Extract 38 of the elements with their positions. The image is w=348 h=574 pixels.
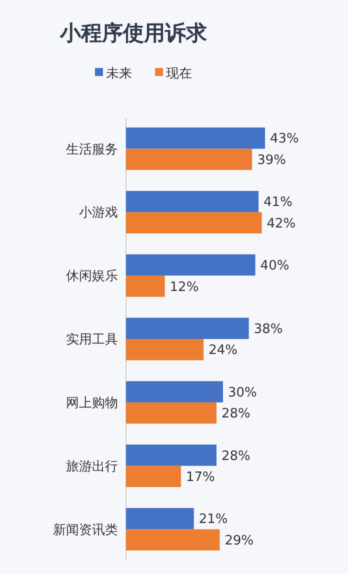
bar xyxy=(126,318,249,339)
data-label: 12% xyxy=(170,280,199,295)
bar xyxy=(126,529,220,550)
data-label: 38% xyxy=(254,322,283,337)
y-tick-label: 实用工具 xyxy=(66,332,118,348)
bar xyxy=(126,212,262,234)
data-label: 39% xyxy=(257,152,286,168)
bar xyxy=(126,148,252,170)
data-label: 30% xyxy=(228,385,257,400)
y-tick-label: 小游戏 xyxy=(79,206,118,221)
bar xyxy=(126,128,265,149)
bar xyxy=(126,190,259,212)
bar xyxy=(126,508,194,530)
bar xyxy=(126,254,256,276)
y-tick-label: 休闲娱乐 xyxy=(66,269,118,284)
legend-label: 未来 xyxy=(106,66,132,82)
data-label: 40% xyxy=(260,258,290,274)
data-label: 41% xyxy=(264,195,292,210)
bar xyxy=(126,339,204,360)
bar xyxy=(126,276,165,297)
legend-label: 现在 xyxy=(166,66,192,82)
data-label: 42% xyxy=(266,216,296,232)
bar xyxy=(126,402,217,424)
data-label: 28% xyxy=(222,406,250,422)
data-label: 17% xyxy=(186,470,215,485)
bar xyxy=(126,381,223,402)
data-label: 24% xyxy=(208,343,238,358)
y-tick-label: 旅游出行 xyxy=(66,459,118,474)
data-label: 29% xyxy=(224,533,254,548)
bar xyxy=(126,444,217,466)
data-label: 28% xyxy=(222,448,250,464)
chart-title: 小程序使用诉求 xyxy=(59,21,208,45)
data-label: 43% xyxy=(270,132,299,147)
bar xyxy=(126,466,181,488)
data-label: 21% xyxy=(198,512,228,528)
y-tick-label: 生活服务 xyxy=(66,142,118,158)
y-tick-label: 新闻资讯类 xyxy=(53,522,118,538)
y-tick-label: 网上购物 xyxy=(66,396,118,411)
